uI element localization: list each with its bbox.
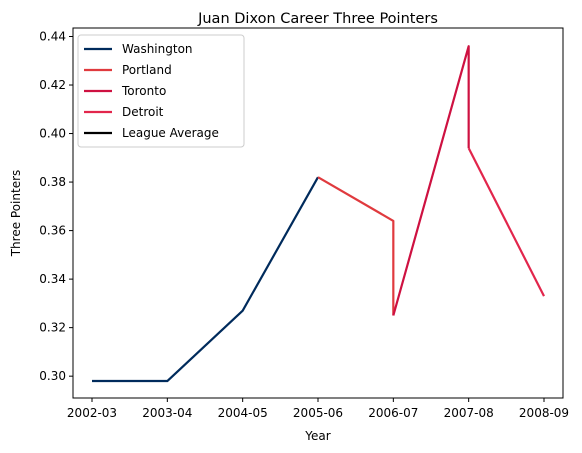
legend-label-toronto: Toronto [121,84,166,98]
x-axis: 2002-03 2003-04 2004-05 2005-06 2006-07 2007-… [67,398,569,420]
legend-label-washington: Washington [122,42,193,56]
y-tick-label: 0.30 [39,369,66,383]
legend-box [77,34,245,148]
y-tick-label: 0.32 [39,321,66,335]
legend-label-portland: Portland [122,63,172,77]
legend-label-detroit: Detroit [122,105,164,119]
x-tick-label: 2007-08 [444,406,494,420]
x-tick-label: 2006-07 [368,406,418,420]
series-line-toronto [392,45,470,316]
series-line-washington [92,176,319,383]
x-tick-label: 2002-03 [67,406,117,420]
y-axis: 0.30 0.32 0.34 0.36 0.38 0.40 0.42 0.44 [39,29,73,383]
series-line-portland [317,176,395,316]
y-tick-label: 0.40 [39,127,66,141]
x-tick-label: 2004-05 [218,406,268,420]
x-tick-label: 2008-09 [519,406,569,420]
x-tick-label: 2003-04 [142,406,192,420]
series-layer [92,45,545,383]
y-tick-label: 0.36 [39,224,66,238]
y-tick-label: 0.42 [39,78,66,92]
x-tick-label: 2005-06 [293,406,343,420]
x-axis-label: Year [304,429,330,443]
chart-title: Juan Dixon Career Three Pointers [197,11,438,27]
legend-label-league-average: League Average [122,126,219,140]
y-axis-label: Three Pointers [9,170,23,258]
series-line-detroit [467,147,545,297]
y-tick-label: 0.34 [39,272,66,286]
y-tick-label: 0.44 [39,29,66,43]
y-tick-label: 0.38 [39,175,66,189]
legend: Washington Portland Toronto Detroit League A… [77,34,245,148]
